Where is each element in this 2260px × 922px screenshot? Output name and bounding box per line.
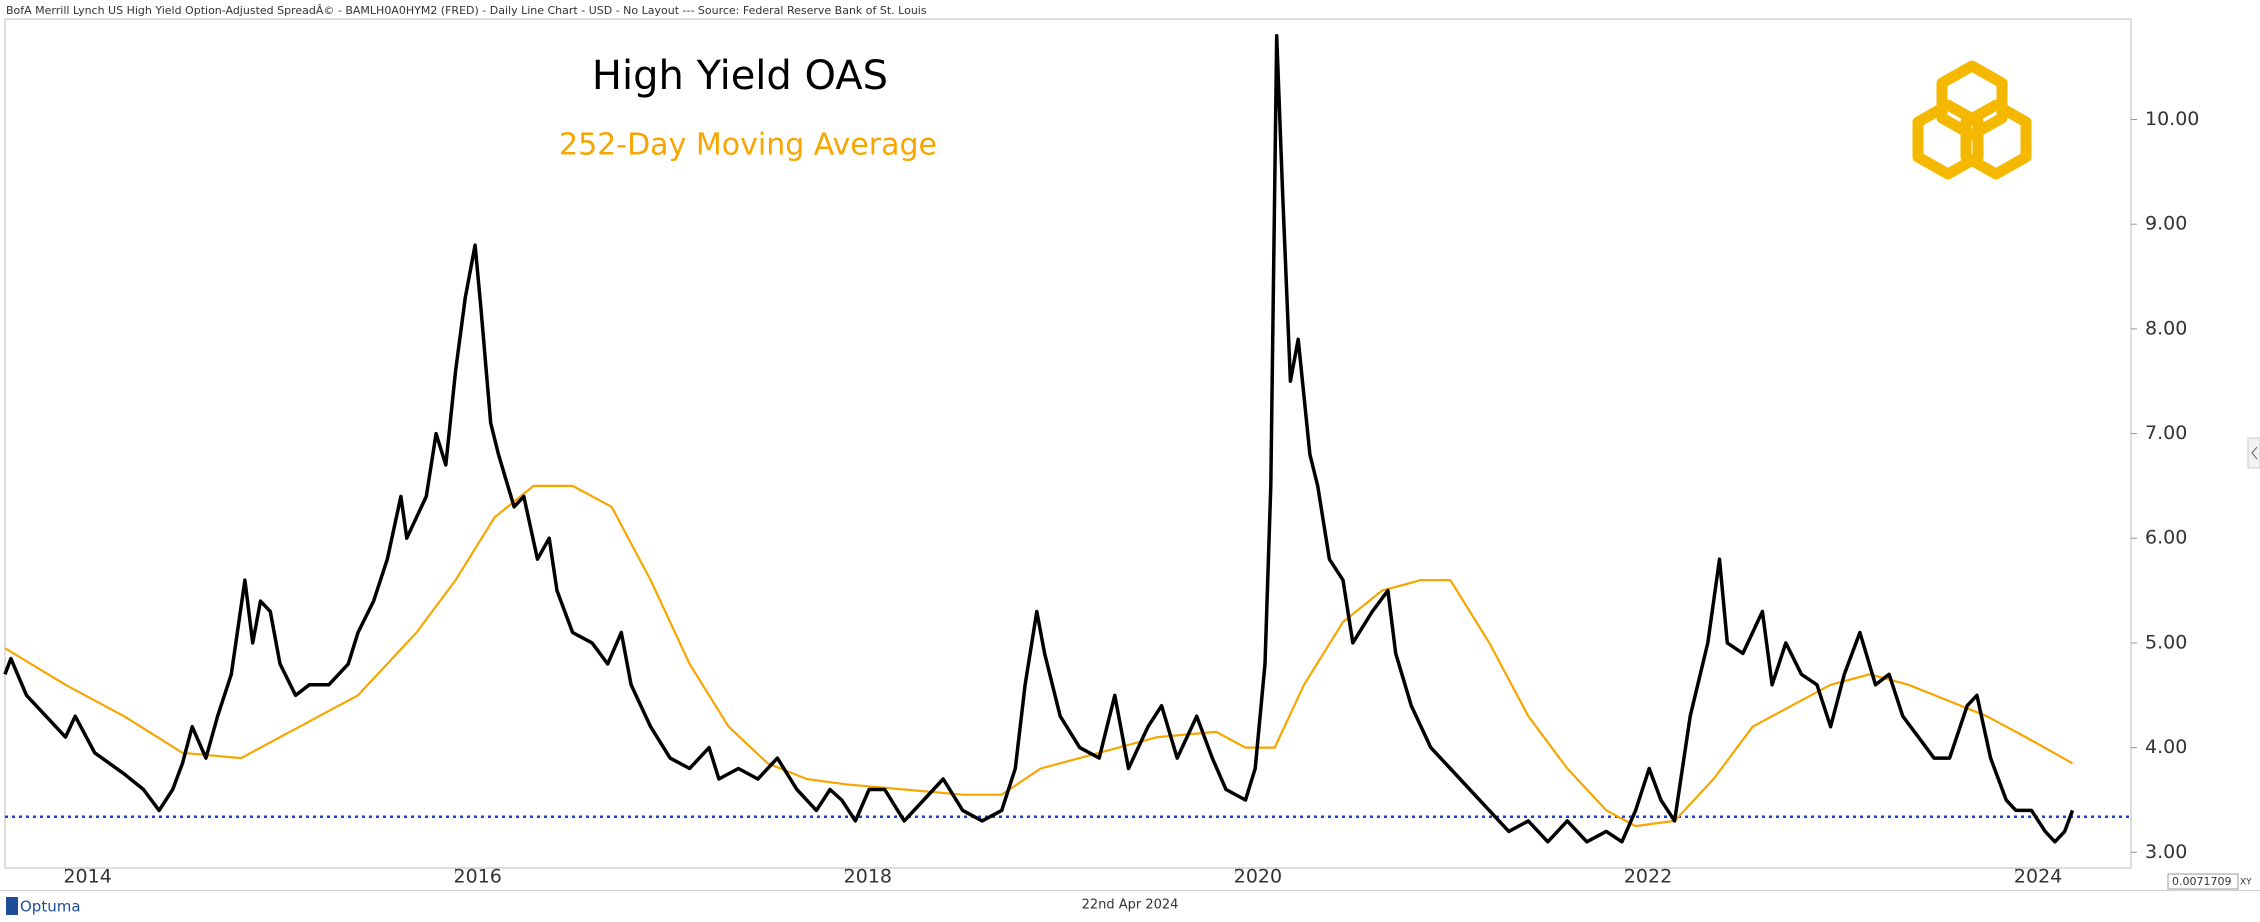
brand: Optuma — [20, 898, 81, 916]
y-tick-label: 8.00 — [2145, 317, 2187, 339]
chart-title: High Yield OAS — [592, 53, 888, 99]
brand-icon — [6, 897, 18, 915]
readout: 0.0071709 — [2172, 875, 2232, 888]
footer-date: 22nd Apr 2024 — [1082, 898, 1179, 913]
footer-border — [0, 890, 2260, 891]
logo — [1912, 60, 2032, 180]
y-tick-label: 10.00 — [2145, 108, 2199, 130]
chart-subtitle: 252-Day Moving Average — [559, 128, 937, 163]
scale-button[interactable]: XY — [2240, 878, 2252, 888]
y-tick-label: 7.00 — [2145, 422, 2187, 444]
readout-box — [2167, 873, 2239, 890]
header-text: BofA Merrill Lynch US High Yield Option-… — [6, 4, 927, 17]
y-tick-label: 9.00 — [2145, 213, 2187, 235]
plot: 3.00 4.00 5.00 6.00 7.00 8.00 9.00 10.00 2014 201… — [3, 33, 2199, 888]
x-tick-label: 2014 — [63, 866, 111, 888]
x-tick-label: 2024 — [2014, 866, 2062, 888]
side-tab[interactable] — [2247, 437, 2260, 469]
y-tick-label: 4.00 — [2145, 736, 2187, 758]
plot-border — [4, 18, 2132, 869]
x-tick-label: 2018 — [844, 866, 892, 888]
series-line — [4, 484, 2074, 828]
side-tab-arrow — [2251, 446, 2258, 460]
x-tick-label: 2020 — [1234, 866, 1282, 888]
y-tick-label: 3.00 — [2145, 841, 2187, 863]
series-line — [3, 33, 2075, 844]
x-tick-label: 2016 — [454, 866, 502, 888]
x-tick-label: 2022 — [1624, 866, 1672, 888]
y-tick-label: 5.00 — [2145, 631, 2187, 653]
y-tick-label: 6.00 — [2145, 527, 2187, 549]
